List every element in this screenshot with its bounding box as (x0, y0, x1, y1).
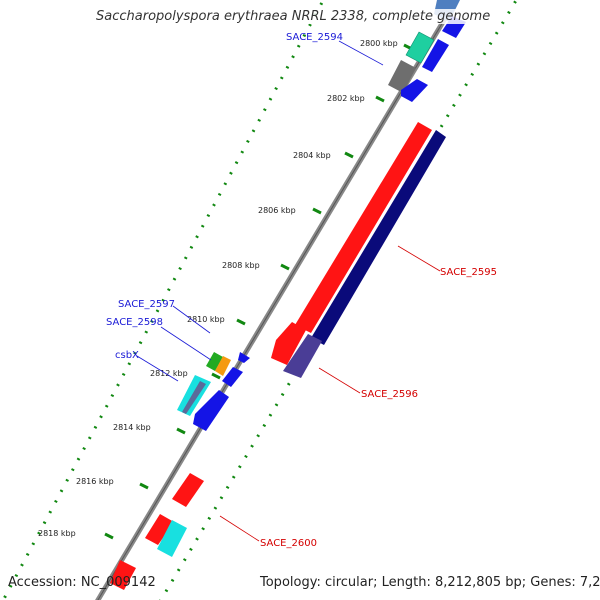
gene-feature-blue-c[interactable] (222, 367, 243, 387)
topology-summary: Topology: circular; Length: 8,212,805 bp… (260, 575, 600, 590)
gene-label-csbx[interactable]: csbX (115, 350, 139, 361)
gene-feature-sace-2596[interactable] (311, 130, 446, 345)
gene-feature-sace-2594[interactable] (405, 31, 435, 64)
tick-label-2808: 2808 kbp (222, 261, 260, 270)
gene-feature-gray[interactable] (388, 60, 416, 93)
connector-csbx (136, 355, 179, 382)
gene-label-sace-2594[interactable]: SACE_2594 (286, 32, 343, 43)
gene-feature-blue-a[interactable] (422, 39, 449, 72)
connector-sace-2600 (219, 515, 260, 542)
accession-label: Accession: NC_009142 (8, 575, 156, 590)
tick-label-2818: 2818 kbp (38, 529, 76, 538)
gene-label-sace-2597[interactable]: SACE_2597 (118, 299, 175, 310)
map-title: Saccharopolyspora erythraea NRRL 2338, c… (96, 9, 491, 24)
tick-label-2816: 2816 kbp (76, 477, 114, 486)
tick-label-2810: 2810 kbp (187, 315, 225, 324)
tick-marks (104, 43, 413, 540)
gene-feature-sace-2600[interactable] (157, 520, 187, 557)
gene-feature-sace-2596-tail[interactable] (283, 334, 322, 378)
tick-label-2802: 2802 kbp (327, 94, 365, 103)
gene-feature-white-a (238, 352, 250, 363)
tick-label-2814: 2814 kbp (113, 423, 151, 432)
gene-label-sace-2596[interactable]: SACE_2596 (361, 389, 418, 400)
tick-label-2806: 2806 kbp (258, 206, 296, 215)
connector-sace-2594 (338, 40, 384, 66)
gene-feature-red-lower-b[interactable] (145, 514, 174, 545)
outer-gc-dotted-ring (1, 0, 326, 600)
gene-feature-blue-d[interactable] (193, 390, 229, 431)
gene-feature-sace-2595[interactable] (295, 122, 432, 333)
gene-feature-sace-2597[interactable] (206, 352, 223, 371)
gene-feature-blue-b[interactable] (401, 79, 428, 102)
gene-label-sace-2595[interactable]: SACE_2595 (440, 267, 497, 278)
connector-sace-2598 (160, 326, 212, 361)
gene-feature-red-lower-a[interactable] (172, 473, 204, 507)
gene-label-sace-2598[interactable]: SACE_2598 (106, 317, 163, 328)
gene-feature-csbx-stripe (182, 381, 206, 414)
gene-feature-sace-2595-head[interactable] (271, 322, 306, 365)
tick-label-2800: 2800 kbp (360, 39, 398, 48)
connector-sace-2597 (172, 305, 211, 334)
tick-label-2812: 2812 kbp (150, 369, 188, 378)
tick-label-2804: 2804 kbp (293, 151, 331, 160)
gene-feature-red-lower-c[interactable] (110, 560, 136, 590)
gene-label-sace-2600[interactable]: SACE_2600 (260, 538, 317, 549)
connector-sace-2595 (397, 245, 441, 272)
gene-feature-sace-2598[interactable] (215, 356, 231, 376)
connector-sace-2596 (318, 367, 361, 394)
